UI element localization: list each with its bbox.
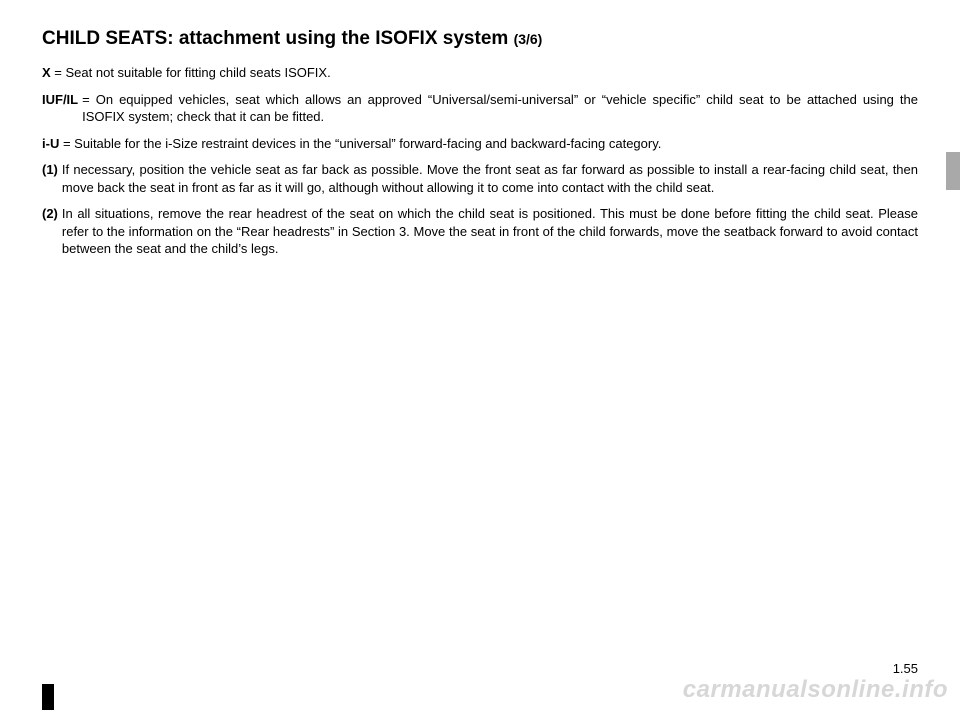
definition-item: IUF/IL = On equipped vehicles, seat whic…: [42, 91, 918, 126]
title-sub: (3/6): [514, 31, 543, 47]
definition-item: (2) In all situations, remove the rear h…: [42, 205, 918, 258]
definition-text: In all situations, remove the rear headr…: [62, 205, 918, 258]
definition-label: X: [42, 65, 54, 80]
definition-item: i-U = Suitable for the i-Size restraint …: [42, 135, 918, 153]
watermark: carmanualsonline.info: [683, 676, 948, 704]
manual-page: CHILD SEATS: attachment using the ISOFIX…: [0, 0, 960, 258]
definition-label: (1): [42, 161, 62, 196]
definition-text: If necessary, position the vehicle seat …: [62, 161, 918, 196]
definition-text: = Seat not suitable for fitting child se…: [54, 65, 330, 80]
definition-text: = On equipped vehicles, seat which allow…: [82, 91, 918, 126]
definition-label: i-U: [42, 136, 63, 151]
definition-label: IUF/IL: [42, 91, 82, 126]
definitions-list: X = Seat not suitable for fitting child …: [42, 64, 918, 258]
section-tab: [946, 152, 960, 190]
page-number: 1.55: [893, 661, 918, 676]
definition-item: X = Seat not suitable for fitting child …: [42, 64, 918, 82]
page-title: CHILD SEATS: attachment using the ISOFIX…: [42, 28, 918, 50]
title-main: CHILD SEATS: attachment using the ISOFIX…: [42, 28, 514, 49]
definition-item: (1) If necessary, position the vehicle s…: [42, 161, 918, 196]
definition-label: (2): [42, 205, 62, 258]
crop-mark: [42, 684, 54, 710]
definition-text: = Suitable for the i-Size restraint devi…: [63, 136, 661, 151]
